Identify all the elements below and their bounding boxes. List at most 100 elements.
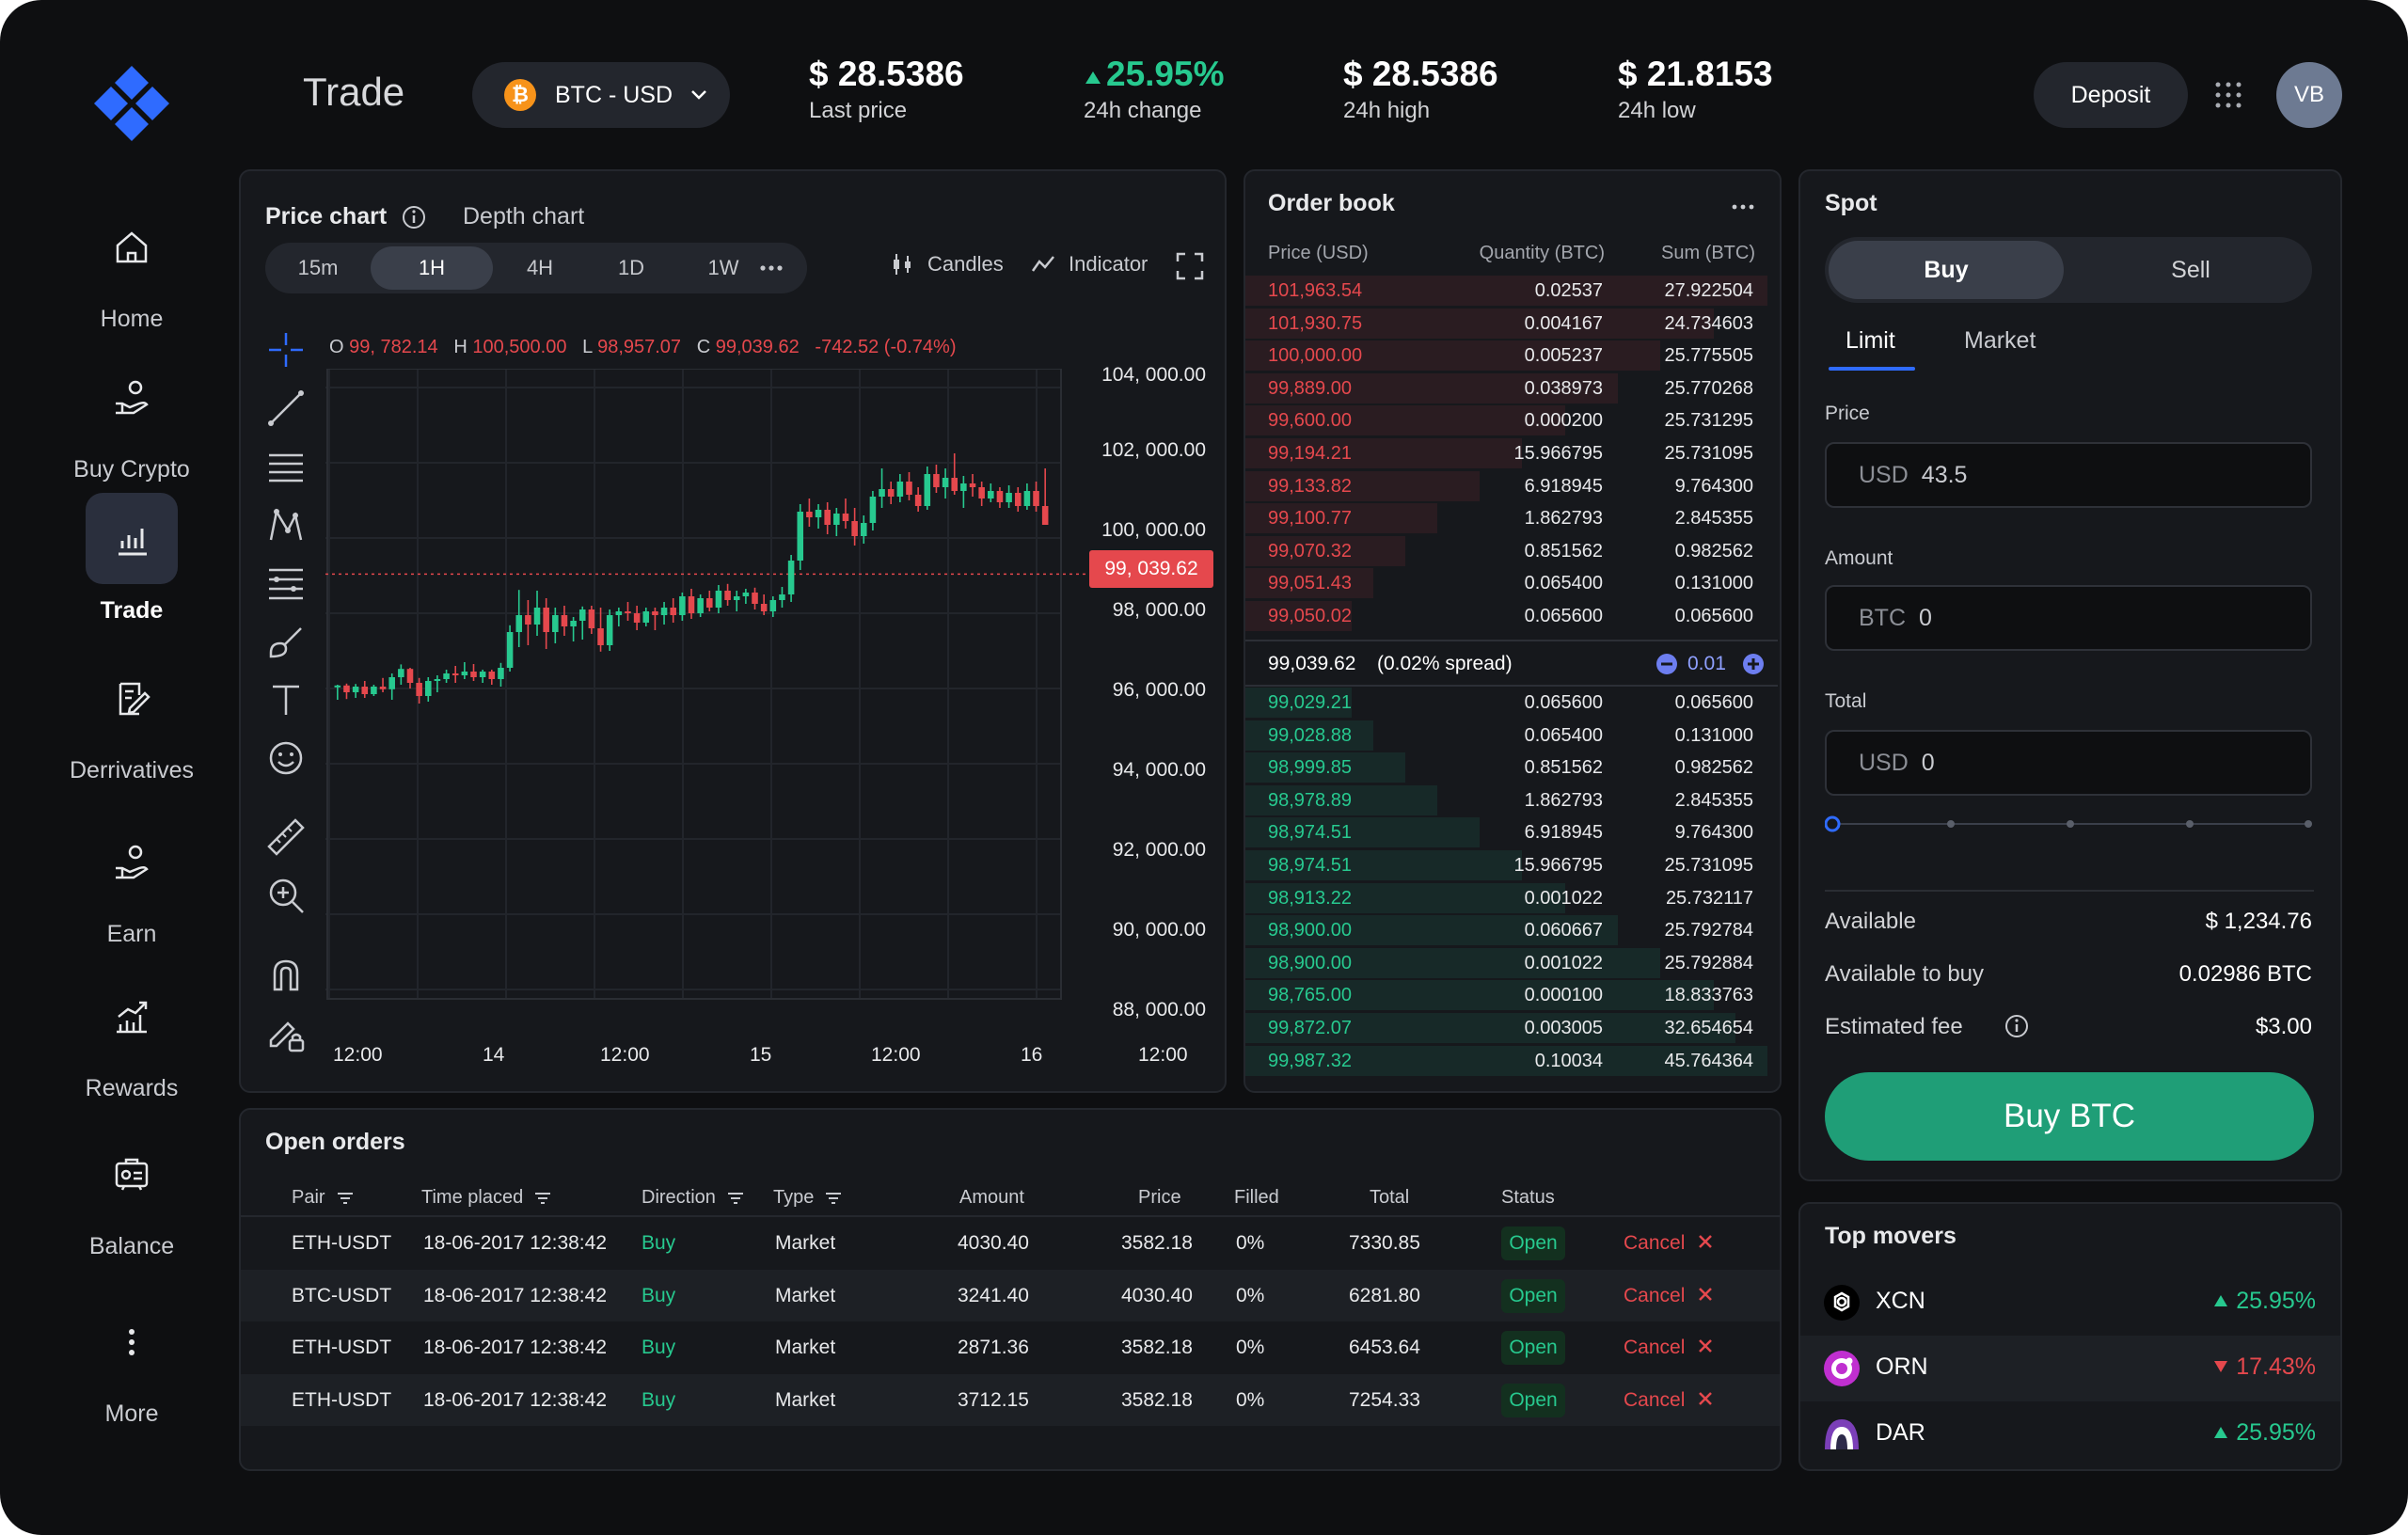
available-row: Available $ 1,234.76	[1825, 909, 2312, 935]
ob-quantity: 1.862793	[1524, 508, 1603, 530]
mover-row-dar[interactable]: DAR 25.95%	[1800, 1401, 2340, 1467]
total-input[interactable]: USD 0	[1825, 730, 2312, 796]
nav-item-home[interactable]: Home	[38, 201, 226, 333]
trendline-icon[interactable]	[265, 388, 307, 429]
deposit-button[interactable]: Deposit	[2034, 62, 2188, 128]
cancel-order-button[interactable]: Cancel	[1624, 1232, 1713, 1255]
cancel-order-button[interactable]: Cancel	[1624, 1285, 1713, 1307]
ask-row[interactable]: 99,889.00 0.038973 25.770268	[1245, 372, 1778, 405]
brush-icon[interactable]	[265, 621, 307, 662]
plus-circle-icon[interactable]	[1742, 653, 1765, 675]
amount-slider[interactable]	[1825, 815, 2316, 833]
magnet-icon[interactable]	[265, 954, 307, 995]
tab-market[interactable]: Market	[1964, 327, 2036, 354]
more-horizontal-icon[interactable]	[1731, 203, 1755, 211]
candle-down	[706, 591, 713, 611]
mover-change: 17.43%	[2212, 1353, 2316, 1381]
ask-row[interactable]: 99,050.02 0.065600 0.065600	[1245, 600, 1778, 633]
ohlc-open: 99, 782.14	[349, 337, 438, 357]
indicator-button[interactable]: Indicator	[1031, 252, 1148, 277]
bid-row[interactable]: 99,029.21 0.065600 0.065600	[1245, 687, 1778, 720]
minus-circle-icon[interactable]	[1656, 653, 1678, 675]
zoom-in-icon[interactable]	[265, 875, 307, 916]
header-time-placed[interactable]: Time placed	[421, 1187, 551, 1209]
timeframe-more-button[interactable]	[736, 246, 807, 290]
avatar[interactable]: VB	[2276, 62, 2342, 128]
price-input[interactable]: USD 43.5	[1825, 442, 2312, 508]
mover-row-orn[interactable]: ORN 17.43%	[1800, 1336, 2340, 1401]
candle-up	[697, 594, 704, 617]
nav-item-derivatives[interactable]: Derrivatives	[38, 653, 226, 784]
buy-tab[interactable]: Buy	[1829, 241, 2064, 299]
fullscreen-icon[interactable]	[1176, 252, 1204, 280]
pair-selector[interactable]: ₿ BTC - USD	[472, 62, 730, 128]
ask-row[interactable]: 99,100.77 1.862793 2.845355	[1245, 502, 1778, 535]
tab-depth-chart[interactable]: Depth chart	[463, 203, 585, 229]
timeframe-4h[interactable]: 4H	[526, 256, 554, 279]
candles-button[interactable]: Candles	[890, 252, 1004, 277]
nav-item-balance[interactable]: Balance	[38, 1129, 226, 1260]
bid-row[interactable]: 99,987.32 0.10034 45.764364	[1245, 1045, 1778, 1078]
header-type[interactable]: Type	[773, 1187, 842, 1209]
nav-item-buy-crypto[interactable]: Buy Crypto	[38, 352, 226, 483]
tab-active-underline	[1829, 367, 1915, 371]
ask-row[interactable]: 99,070.32 0.851562 0.982562	[1245, 535, 1778, 568]
sell-tab[interactable]: Sell	[2171, 256, 2210, 283]
bid-row[interactable]: 98,900.00 0.060667 25.792784	[1245, 914, 1778, 947]
bid-row[interactable]: 99,028.88 0.065400 0.131000	[1245, 720, 1778, 752]
nav-item-rewards[interactable]: Rewards	[38, 971, 226, 1102]
header-direction[interactable]: Direction	[642, 1187, 744, 1209]
ask-row[interactable]: 100,000.00 0.005237 25.775505	[1245, 340, 1778, 372]
bid-row[interactable]: 98,978.89 1.862793 2.845355	[1245, 784, 1778, 817]
price-increment: 0.01	[1687, 653, 1726, 674]
info-icon[interactable]	[401, 204, 427, 230]
mover-row-xcn[interactable]: XCN 25.95%	[1800, 1270, 2340, 1336]
candle-down	[914, 487, 922, 512]
tab-price-chart[interactable]: Price chart	[265, 203, 388, 229]
timeframe-15m[interactable]: 15m	[297, 256, 339, 279]
ob-quantity: 15.966795	[1513, 443, 1603, 464]
nav-item-trade[interactable]: Trade	[38, 493, 226, 625]
bid-row[interactable]: 98,974.51 15.966795 25.731095	[1245, 849, 1778, 882]
candle-up	[334, 685, 341, 700]
fib-retracement-icon[interactable]	[265, 562, 307, 604]
bid-row[interactable]: 98,900.00 0.001022 25.792884	[1245, 947, 1778, 980]
buy-btc-button[interactable]: Buy BTC	[1825, 1072, 2314, 1161]
divider	[1825, 890, 2314, 892]
candle-up	[942, 468, 949, 498]
ask-row[interactable]: 101,930.75 0.004167 24.734603	[1245, 308, 1778, 340]
ask-row[interactable]: 99,600.00 0.000200 25.731295	[1245, 404, 1778, 437]
timeframe-1w[interactable]: 1W	[707, 256, 739, 279]
timeframe-1h[interactable]: 1H	[371, 246, 493, 290]
lock-drawing-icon[interactable]	[265, 1012, 307, 1053]
emoji-icon[interactable]	[265, 737, 307, 779]
cancel-order-button[interactable]: Cancel	[1624, 1389, 1713, 1412]
brand-logo-icon[interactable]	[92, 64, 171, 143]
tab-limit[interactable]: Limit	[1846, 327, 1895, 354]
depth-bar	[1245, 276, 1767, 306]
timeframe-1d[interactable]: 1D	[617, 256, 645, 279]
pattern-tool-icon[interactable]	[265, 504, 307, 546]
ask-row[interactable]: 101,963.54 0.02537 27.922504	[1245, 275, 1778, 308]
ask-row[interactable]: 99,133.82 6.918945 9.764300	[1245, 470, 1778, 503]
nav-item-earn[interactable]: Earn	[38, 816, 226, 948]
ask-row[interactable]: 99,194.21 15.966795 25.731095	[1245, 437, 1778, 470]
crosshair-icon[interactable]	[265, 329, 307, 371]
bid-row[interactable]: 98,765.00 0.000100 18.833763	[1245, 979, 1778, 1012]
bid-row[interactable]: 98,913.22 0.001022 25.732117	[1245, 882, 1778, 915]
text-tool-icon[interactable]	[265, 679, 307, 720]
ask-row[interactable]: 99,051.43 0.065400 0.131000	[1245, 567, 1778, 600]
bid-row[interactable]: 98,999.85 0.851562 0.982562	[1245, 752, 1778, 784]
bid-row[interactable]: 98,974.51 6.918945 9.764300	[1245, 816, 1778, 849]
nav-item-more[interactable]: More	[38, 1296, 226, 1428]
candlestick-chart[interactable]	[325, 369, 1172, 1046]
bid-row[interactable]: 99,872.07 0.003005 32.654654	[1245, 1012, 1778, 1045]
apps-grid-icon[interactable]	[2214, 81, 2242, 109]
ruler-icon[interactable]	[265, 816, 307, 858]
amount-input[interactable]: BTC 0	[1825, 585, 2312, 651]
cancel-order-button[interactable]: Cancel	[1624, 1337, 1713, 1359]
header-pair[interactable]: Pair	[292, 1187, 354, 1209]
cell-type: Market	[775, 1388, 836, 1411]
horizontal-lines-icon[interactable]	[265, 446, 307, 487]
info-icon[interactable]	[2004, 1013, 2030, 1039]
